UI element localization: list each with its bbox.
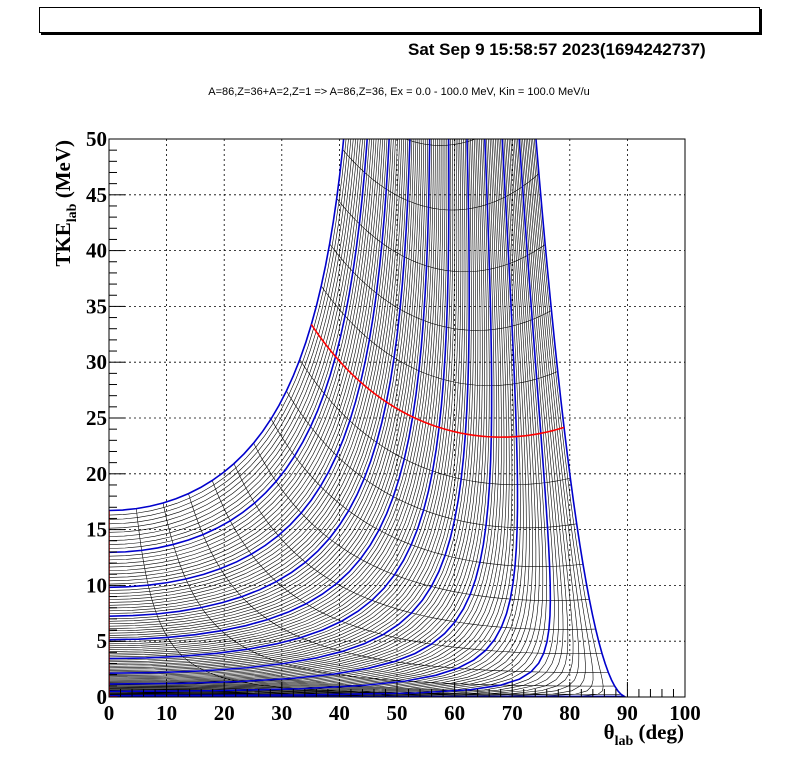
dense-ex-curve: [109, 139, 372, 561]
dense-ex-curve: [109, 139, 419, 627]
axis-ticks: [108, 138, 686, 698]
dense-ex-curve: [109, 139, 500, 687]
red-cm-curve: [310, 324, 565, 438]
x-tick-label: 60: [444, 701, 465, 725]
y-tick-label: 15: [86, 518, 107, 542]
y-axis-title: TKElab (MeV): [51, 140, 80, 267]
dense-cm-curve: [404, 139, 477, 146]
dense-ex-curve: [109, 139, 485, 682]
dense-ex-curve: [109, 139, 440, 650]
dense-ex-curve: [109, 139, 468, 673]
blue-ex-curve: [109, 139, 552, 697]
dense-ex-curve: [109, 139, 347, 516]
datestamp: Sat Sep 9 15:58:57 2023(1694242737): [408, 40, 706, 59]
blue-ex-curve: [109, 139, 345, 512]
blue-ex-curve: [109, 139, 390, 589]
dense-ex-curve: [109, 139, 379, 571]
x-tick-label: 10: [156, 701, 177, 725]
dense-ex-curve: [109, 139, 456, 664]
dense-ex-curve: [109, 139, 594, 697]
x-tick-label: 80: [559, 701, 580, 725]
dense-ex-curve: [109, 139, 390, 588]
y-tick-label: 10: [86, 573, 107, 597]
y-tick-label: 0: [97, 685, 108, 709]
blue-ex-curve: [109, 139, 431, 641]
dense-ex-curve: [109, 139, 361, 541]
y-tick-label: 5: [97, 629, 108, 653]
dense-ex-curve: [109, 139, 490, 684]
dense-ex-curve: [109, 139, 344, 511]
dense-ex-curve: [109, 139, 356, 533]
dense-ex-curve: [109, 139, 436, 647]
x-tick-label: 100: [669, 701, 701, 725]
x-tick-label: 70: [502, 701, 523, 725]
dense-ex-curve: [109, 139, 477, 678]
dense-ex-curve: [109, 139, 368, 553]
dense-cm-curve: [233, 463, 596, 631]
dense-ex-curve: [109, 139, 413, 620]
dense-ex-curve: [109, 139, 452, 661]
dense-ex-curve: [109, 139, 513, 691]
dense-ex-curve: [109, 139, 381, 575]
y-tick-label: 20: [86, 462, 107, 486]
y-tick-label: 35: [86, 294, 107, 318]
dense-ex-curve: [109, 139, 564, 697]
dense-ex-curve: [109, 139, 349, 520]
dense-cm-curve: [354, 0, 520, 9]
x-axis-title: θlab (deg): [604, 720, 684, 749]
dense-cm-curve: [351, 18, 526, 79]
x-tick-label: 50: [387, 701, 408, 725]
dense-ex-curve: [109, 139, 442, 652]
blue-ex-curve: [109, 139, 450, 660]
x-tick-label: 90: [617, 701, 638, 725]
kinematic-curves: [109, 0, 627, 697]
x-tick-label: 20: [214, 701, 235, 725]
dense-ex-curve: [109, 139, 521, 693]
dense-ex-curve: [109, 139, 551, 696]
y-tick-label: 45: [86, 183, 107, 207]
dense-ex-curve: [109, 139, 446, 656]
dense-ex-curve: [109, 139, 386, 582]
x-tick-label: 30: [271, 701, 292, 725]
y-tick-labels: 0 5 10 15 20 25 30 35 40 45 50: [86, 127, 107, 709]
x-tick-label: 40: [329, 701, 350, 725]
dense-ex-curve: [109, 139, 354, 529]
dense-ex-curve: [109, 139, 425, 634]
y-tick-label: 25: [86, 406, 107, 430]
dense-ex-curve: [109, 139, 462, 669]
y-tick-label: 30: [86, 350, 107, 374]
blue-ex-curve: [109, 139, 411, 617]
chart-subtitle: A=86,Z=36+A=2,Z=1 => A=86,Z=36, Ex = 0.0…: [208, 86, 590, 98]
dense-ex-curve: [109, 139, 466, 671]
x-tick-labels: 0 10 20 30 40 50 60 70 80 90 100: [104, 701, 701, 725]
blue-ex-curve: [109, 139, 471, 674]
y-tick-label: 40: [86, 239, 107, 263]
title-box: [39, 7, 760, 33]
dense-ex-curve: [109, 139, 540, 695]
blue-ex-curve: [109, 139, 368, 554]
x-tick-label: 0: [104, 701, 115, 725]
dense-ex-curve: [109, 139, 474, 676]
y-tick-label: 50: [86, 127, 107, 151]
dense-ex-curve: [109, 139, 396, 597]
grid-lines: [109, 139, 685, 697]
dense-ex-curve: [109, 139, 470, 674]
